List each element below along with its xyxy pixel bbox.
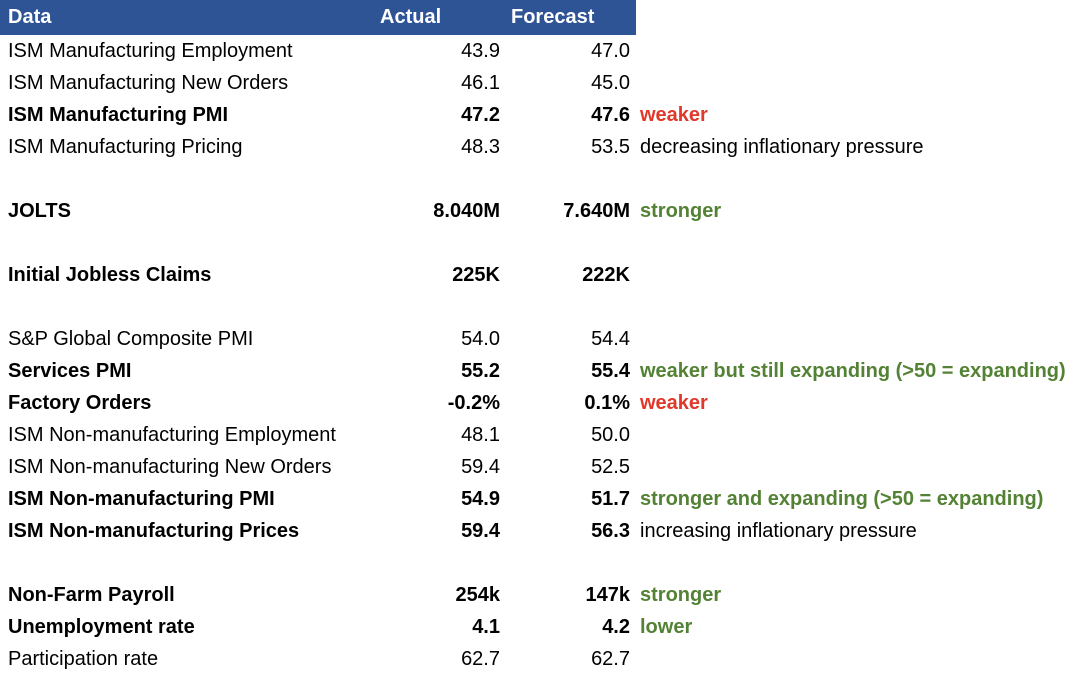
actual-value: 62.7	[461, 648, 500, 670]
forecast-value: 50.0	[591, 424, 630, 446]
table-row: Initial Jobless Claims 225K 222K	[0, 259, 1076, 291]
table-row: ISM Manufacturing PMI 47.2 47.6 weaker	[0, 99, 1076, 131]
header-forecast: Forecast	[511, 6, 595, 28]
forecast-value: 7.640M	[563, 200, 630, 222]
row-label: Initial Jobless Claims	[8, 264, 212, 286]
table-row: S&P Global Composite PMI 54.0 54.4	[0, 323, 1076, 355]
table-row: ISM Manufacturing Employment 43.9 47.0	[0, 35, 1076, 67]
row-label: ISM Manufacturing New Orders	[8, 72, 289, 94]
actual-value: 46.1	[461, 72, 500, 94]
row-label: Participation rate	[8, 648, 159, 670]
actual-value: 47.2	[461, 104, 500, 126]
actual-value: 54.9	[461, 488, 500, 510]
table-row: Services PMI 55.2 55.4 weaker but still exp…	[0, 355, 1076, 387]
row-note: weaker	[640, 104, 708, 126]
actual-value: 43.9	[461, 40, 500, 62]
table-row	[0, 547, 1076, 579]
actual-value: 59.4	[461, 456, 500, 478]
table-row	[0, 227, 1076, 259]
forecast-value: 4.2	[602, 616, 630, 638]
forecast-value: 53.5	[591, 136, 630, 158]
actual-value: -0.2%	[447, 392, 500, 414]
table-row: ISM Non-manufacturing New Orders 59.4 52.5	[0, 451, 1076, 483]
forecast-value: 47.6	[591, 104, 630, 126]
actual-value: 54.0	[461, 328, 500, 350]
row-label: ISM Non-manufacturing PMI	[8, 488, 275, 510]
forecast-value: 222K	[582, 264, 630, 286]
table-body: ISM Manufacturing Employment 43.9 47.0 ISM …	[0, 35, 1076, 675]
table-row	[0, 163, 1076, 195]
forecast-value: 0.1%	[584, 392, 630, 414]
actual-value: 225K	[452, 264, 500, 286]
table-row: JOLTS 8.040M 7.640M stronger	[0, 195, 1076, 227]
actual-value: 254k	[455, 584, 501, 606]
row-label: Unemployment rate	[8, 616, 195, 638]
row-label: ISM Manufacturing Pricing	[8, 136, 243, 158]
table-row: Participation rate 62.7 62.7	[0, 643, 1076, 675]
row-label: JOLTS	[8, 200, 71, 222]
header-actual: Actual	[380, 6, 442, 28]
row-label: Services PMI	[8, 360, 132, 382]
header-band	[0, 0, 636, 35]
table-row: Non-Farm Payroll 254k 147k stronger	[0, 579, 1076, 611]
actual-value: 48.3	[461, 136, 500, 158]
forecast-value: 47.0	[591, 40, 630, 62]
row-note: lower	[640, 616, 693, 638]
row-note: decreasing inflationary pressure	[640, 136, 924, 158]
table-row	[0, 291, 1076, 323]
actual-value: 59.4	[461, 520, 500, 542]
actual-value: 55.2	[461, 360, 500, 382]
row-note: increasing inflationary pressure	[640, 520, 917, 542]
forecast-value: 52.5	[591, 456, 630, 478]
row-note: stronger and expanding (>50 = expanding)	[640, 488, 1044, 510]
actual-value: 8.040M	[433, 200, 500, 222]
actual-value: 48.1	[461, 424, 500, 446]
row-label: Non-Farm Payroll	[8, 584, 175, 606]
forecast-value: 55.4	[591, 360, 630, 382]
table-row: ISM Non-manufacturing Employment 48.1 50.0	[0, 419, 1076, 451]
table-row: ISM Manufacturing New Orders 46.1 45.0	[0, 67, 1076, 99]
table-header-row: Data Actual Forecast	[0, 0, 1076, 35]
forecast-value: 51.7	[591, 488, 630, 510]
row-label: Factory Orders	[8, 392, 152, 414]
row-label: ISM Non-manufacturing Employment	[8, 424, 336, 446]
forecast-value: 62.7	[591, 648, 630, 670]
row-label: ISM Manufacturing PMI	[8, 104, 228, 126]
row-note: weaker	[640, 392, 708, 414]
table-row: Factory Orders -0.2% 0.1% weaker	[0, 387, 1076, 419]
row-note: weaker but still expanding (>50 = expand…	[640, 360, 1066, 382]
table-row: Unemployment rate 4.1 4.2 lower	[0, 611, 1076, 643]
header-data: Data	[8, 6, 52, 28]
forecast-value: 54.4	[591, 328, 630, 350]
row-note: stronger	[640, 584, 722, 606]
actual-value: 4.1	[472, 616, 500, 638]
table-row: ISM Manufacturing Pricing 48.3 53.5 decreas…	[0, 131, 1076, 163]
table-row: ISM Non-manufacturing Prices 59.4 56.3 incr…	[0, 515, 1076, 547]
forecast-value: 56.3	[591, 520, 630, 542]
row-note: stronger	[640, 200, 722, 222]
row-label: ISM Non-manufacturing New Orders	[8, 456, 332, 478]
row-label: ISM Manufacturing Employment	[8, 40, 293, 62]
table-row: ISM Non-manufacturing PMI 54.9 51.7 stronge…	[0, 483, 1076, 515]
row-label: ISM Non-manufacturing Prices	[8, 520, 300, 542]
row-label: S&P Global Composite PMI	[8, 328, 254, 350]
forecast-value: 45.0	[591, 72, 630, 94]
forecast-value: 147k	[585, 584, 631, 606]
